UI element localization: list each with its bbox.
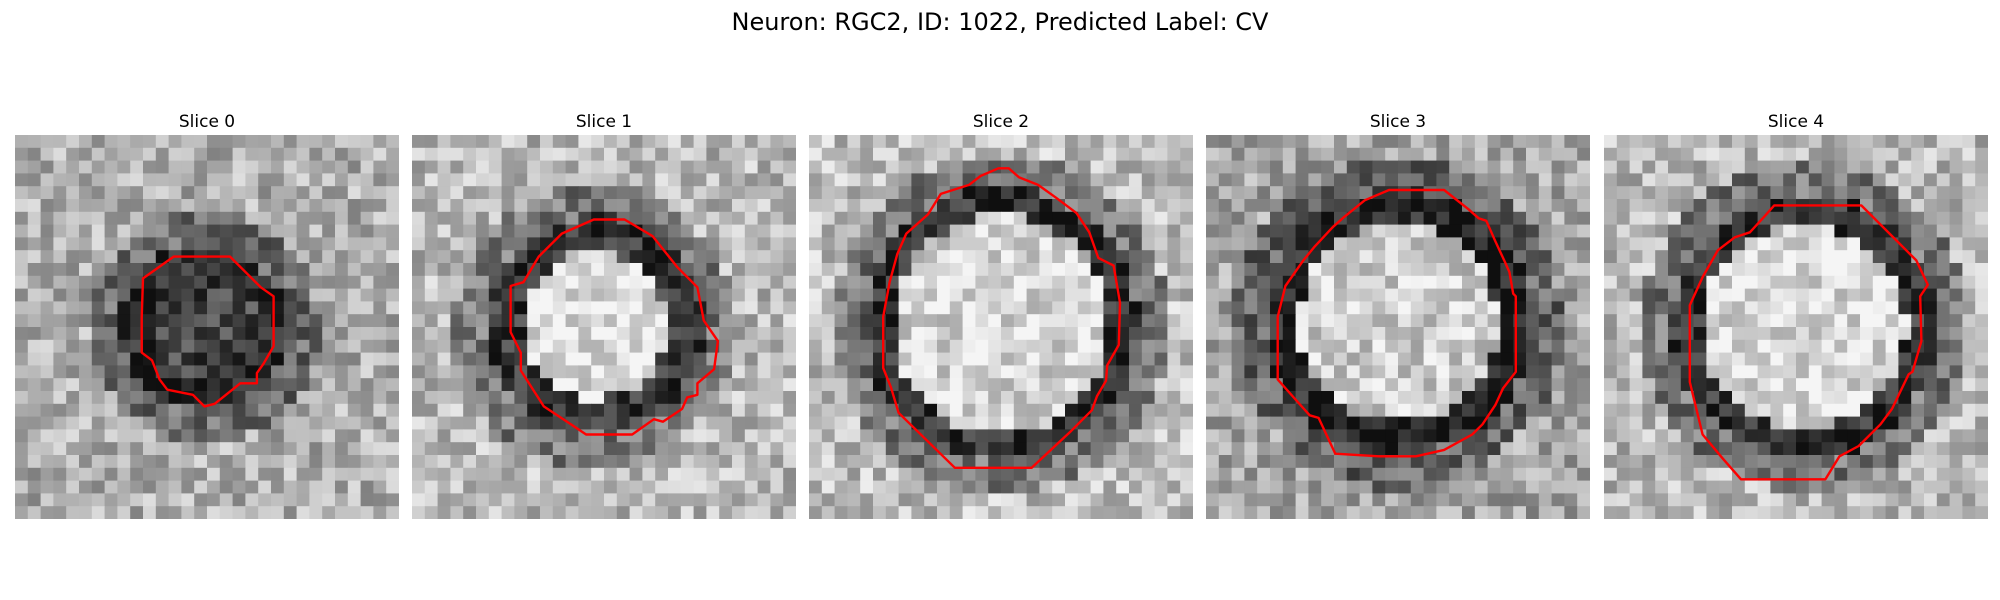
slice-title: Slice 2 [972, 112, 1030, 132]
slice-title: Slice 4 [1767, 112, 1825, 132]
slice-panel: Slice 4 [1604, 111, 1988, 519]
segmentation-contour [509, 218, 720, 436]
segmentation-contour [881, 167, 1122, 469]
figure-title: Neuron: RGC2, ID: 1022, Predicted Label:… [731, 8, 1269, 36]
slice-panel: Slice 0 [15, 111, 399, 519]
segmentation-contour [140, 255, 275, 408]
grayscale-patch [1604, 135, 1988, 519]
grayscale-patch [1206, 135, 1590, 519]
slice-title: Slice 1 [575, 112, 633, 132]
slice-panel: Slice 2 [809, 111, 1193, 519]
slice-image [412, 135, 796, 519]
segmentation-contour [1276, 188, 1517, 458]
slice-image [809, 135, 1193, 519]
slice-image [15, 135, 399, 519]
slice-panel: Slice 3 [1206, 111, 1590, 519]
grayscale-patch [809, 135, 1193, 519]
slice-panel: Slice 1 [412, 111, 796, 519]
slice-image [1206, 135, 1590, 519]
slice-image [1604, 135, 1988, 519]
slice-title: Slice 0 [178, 112, 236, 132]
segmentation-contour [1688, 204, 1929, 481]
grayscale-patch [15, 135, 399, 519]
slice-title: Slice 3 [1369, 112, 1427, 132]
grayscale-patch [412, 135, 796, 519]
